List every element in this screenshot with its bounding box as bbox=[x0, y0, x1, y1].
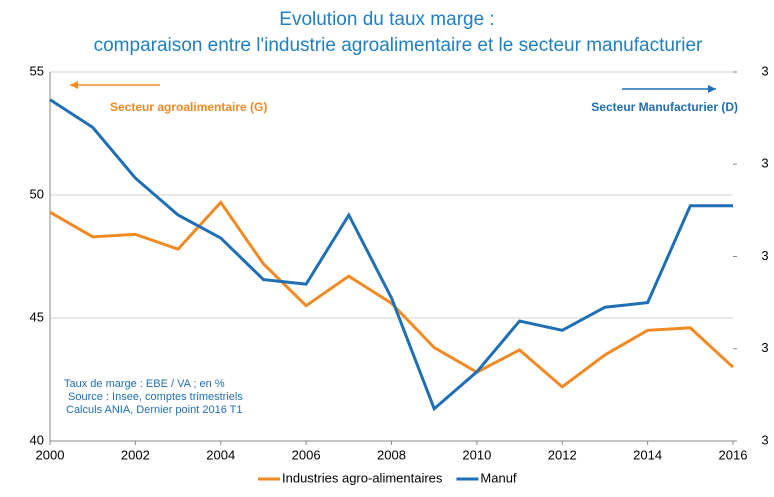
annotation: Secteur agroalimentaire (G) bbox=[110, 100, 267, 114]
legend-label: Manuf bbox=[480, 470, 517, 485]
x-tick-label: 2000 bbox=[36, 447, 65, 462]
note: Taux de marge : EBE / VA ; en % bbox=[64, 378, 225, 390]
y-tick-label: 45 bbox=[30, 309, 44, 324]
note: Source : Insee, comptes trimestriels bbox=[68, 391, 243, 403]
x-tick-label: 2012 bbox=[548, 447, 577, 462]
y-tick-label: 50 bbox=[30, 186, 44, 201]
chart-title: comparaison entre l'industrie agroalimen… bbox=[94, 35, 703, 56]
annotation: Secteur Manufacturier (D) bbox=[591, 100, 738, 114]
x-tick-label: 2010 bbox=[462, 447, 491, 462]
y2-tick-label: 3 bbox=[761, 340, 768, 355]
x-tick-label: 2016 bbox=[719, 447, 748, 462]
arrow-head bbox=[708, 85, 716, 93]
x-tick-label: 2002 bbox=[121, 447, 150, 462]
arrow-head bbox=[70, 81, 78, 89]
y2-tick-label: 3 bbox=[761, 248, 768, 263]
chart-title: Evolution du taux marge : bbox=[279, 9, 494, 30]
legend-label: Industries agro-alimentaires bbox=[282, 470, 443, 485]
y-tick-label: 40 bbox=[30, 432, 44, 447]
y-tick-label: 55 bbox=[30, 63, 44, 78]
x-tick-label: 2004 bbox=[206, 447, 235, 462]
note: Calculs ANIA, Dernier point 2016 T1 bbox=[66, 404, 243, 416]
y2-tick-label: 3 bbox=[761, 63, 768, 78]
y2-tick-label: 3 bbox=[761, 156, 768, 171]
x-tick-label: 2008 bbox=[377, 447, 406, 462]
y2-tick-label: 3 bbox=[761, 432, 768, 447]
x-tick-label: 2006 bbox=[292, 447, 321, 462]
line-series bbox=[49, 98, 733, 412]
line-series bbox=[49, 199, 735, 389]
x-tick-label: 2014 bbox=[633, 447, 662, 462]
